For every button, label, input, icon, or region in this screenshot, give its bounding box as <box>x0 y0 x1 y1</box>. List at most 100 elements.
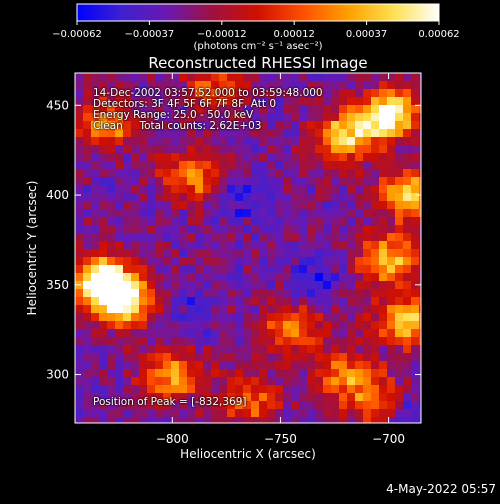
heatmap-cell <box>243 337 251 345</box>
heatmap-cell <box>339 297 347 305</box>
heatmap-cell <box>83 385 91 393</box>
heatmap-cell <box>75 265 83 273</box>
heatmap-cell <box>291 145 299 153</box>
heatmap-cell <box>291 177 299 185</box>
heatmap-cell <box>155 89 163 97</box>
heatmap-cell <box>331 401 339 409</box>
heatmap-cell <box>163 401 171 409</box>
heatmap-cell <box>299 337 307 345</box>
heatmap-cell <box>179 393 187 401</box>
heatmap-cell <box>323 401 331 409</box>
heatmap-cell <box>363 313 371 321</box>
heatmap-cell <box>179 201 187 209</box>
heatmap-cell <box>155 121 163 129</box>
heatmap-cell <box>243 249 251 257</box>
heatmap-cell <box>419 161 421 169</box>
heatmap-cell <box>187 241 195 249</box>
heatmap-cell <box>75 353 83 361</box>
heatmap-cell <box>99 321 107 329</box>
heatmap-cell <box>91 401 99 409</box>
heatmap-cell <box>307 353 315 361</box>
heatmap-cell <box>155 377 163 385</box>
heatmap-cell <box>195 161 203 169</box>
heatmap-cell <box>131 313 139 321</box>
heatmap-cell <box>355 169 363 177</box>
heatmap-cell <box>107 297 115 305</box>
heatmap-cell <box>323 273 331 281</box>
heatmap-cell <box>235 257 243 265</box>
heatmap-cell <box>299 289 307 297</box>
heatmap-cell <box>219 305 227 313</box>
heatmap-cell <box>283 129 291 137</box>
heatmap-cell <box>211 377 219 385</box>
heatmap-cell <box>243 129 251 137</box>
heatmap-cell <box>91 377 99 385</box>
heatmap-cell <box>187 329 195 337</box>
heatmap-cell <box>243 89 251 97</box>
heatmap-cell <box>83 273 91 281</box>
heatmap-cell <box>379 257 387 265</box>
heatmap-cell <box>387 233 395 241</box>
heatmap-cell <box>171 321 179 329</box>
heatmap-cell <box>139 121 147 129</box>
heatmap-cell <box>307 97 315 105</box>
heatmap-cell <box>379 201 387 209</box>
heatmap-cell <box>179 113 187 121</box>
heatmap-cell <box>331 289 339 297</box>
heatmap-cell <box>187 393 195 401</box>
heatmap-cell <box>91 289 99 297</box>
heatmap-cell <box>291 137 299 145</box>
heatmap-cell <box>179 241 187 249</box>
heatmap-cell <box>339 233 347 241</box>
heatmap-cell <box>291 361 299 369</box>
heatmap-cell <box>179 257 187 265</box>
heatmap-cell <box>379 281 387 289</box>
heatmap-cell <box>363 137 371 145</box>
heatmap-cell <box>419 289 421 297</box>
heatmap-cell <box>315 241 323 249</box>
heatmap-cell <box>107 417 115 423</box>
heatmap-cell <box>115 369 123 377</box>
heatmap-cell <box>115 153 123 161</box>
y-axis-label: Heliocentric Y (arcsec) <box>25 181 39 316</box>
heatmap-cell <box>307 393 315 401</box>
heatmap-cell <box>291 201 299 209</box>
heatmap-cell <box>379 401 387 409</box>
heatmap-cell <box>315 233 323 241</box>
heatmap-cell <box>123 313 131 321</box>
heatmap-cell <box>211 217 219 225</box>
heatmap-cell <box>387 97 395 105</box>
heatmap-cell <box>259 385 267 393</box>
heatmap-cell <box>299 353 307 361</box>
heatmap-cell <box>307 241 315 249</box>
heatmap-cell <box>267 121 275 129</box>
heatmap-cell <box>147 201 155 209</box>
heatmap-cell <box>147 289 155 297</box>
heatmap-cell <box>91 265 99 273</box>
heatmap-cell <box>339 113 347 121</box>
heatmap-cell <box>235 185 243 193</box>
heatmap-cell <box>203 289 211 297</box>
heatmap-cell <box>99 89 107 97</box>
heatmap-cell <box>291 297 299 305</box>
heatmap-cell <box>387 369 395 377</box>
heatmap-cell <box>331 209 339 217</box>
heatmap-cell <box>235 329 243 337</box>
heatmap-cell <box>379 113 387 121</box>
heatmap-cell <box>275 177 283 185</box>
heatmap-cell <box>291 257 299 265</box>
heatmap-cell <box>379 209 387 217</box>
heatmap-cell <box>371 185 379 193</box>
heatmap-cell <box>227 337 235 345</box>
heatmap-cell <box>411 409 419 417</box>
heatmap-cell <box>275 281 283 289</box>
heatmap-cell <box>211 361 219 369</box>
heatmap-cell <box>243 361 251 369</box>
heatmap-cell <box>155 409 163 417</box>
heatmap-cell <box>347 129 355 137</box>
heatmap-cell <box>75 401 83 409</box>
heatmap-cell <box>419 89 421 97</box>
heatmap-cell <box>267 81 275 89</box>
heatmap-cell <box>379 377 387 385</box>
heatmap-cell <box>259 305 267 313</box>
